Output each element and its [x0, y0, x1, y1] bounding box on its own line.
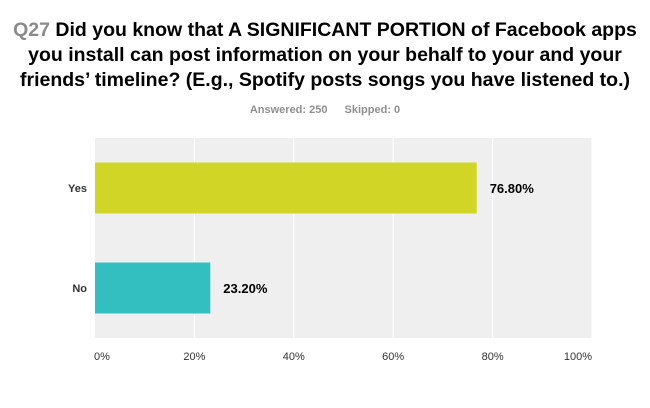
bar: [95, 162, 477, 214]
skipped-count: Skipped: 0: [344, 104, 401, 116]
category-label: No: [72, 283, 87, 295]
x-tick-label: 80%: [482, 351, 504, 363]
data-label: 76.80%: [490, 181, 535, 196]
question-number: Q27: [13, 19, 50, 41]
x-tick-label: 20%: [183, 351, 205, 363]
x-tick-label: 0%: [94, 351, 110, 363]
question-title: Q27 Did you know that A SIGNIFICANT PORT…: [0, 18, 650, 93]
answered-count: Answered: 250: [249, 104, 328, 116]
x-tick-label: 100%: [564, 351, 592, 363]
question-text: Did you know that A SIGNIFICANT PORTION …: [19, 19, 637, 91]
data-label: 23.20%: [223, 281, 268, 296]
category-label: Yes: [68, 183, 87, 195]
bar: [95, 262, 211, 314]
x-tick-label: 40%: [283, 351, 305, 363]
x-tick-label: 60%: [382, 351, 404, 363]
response-stats: Answered: 250 Skipped: 0: [0, 104, 650, 116]
